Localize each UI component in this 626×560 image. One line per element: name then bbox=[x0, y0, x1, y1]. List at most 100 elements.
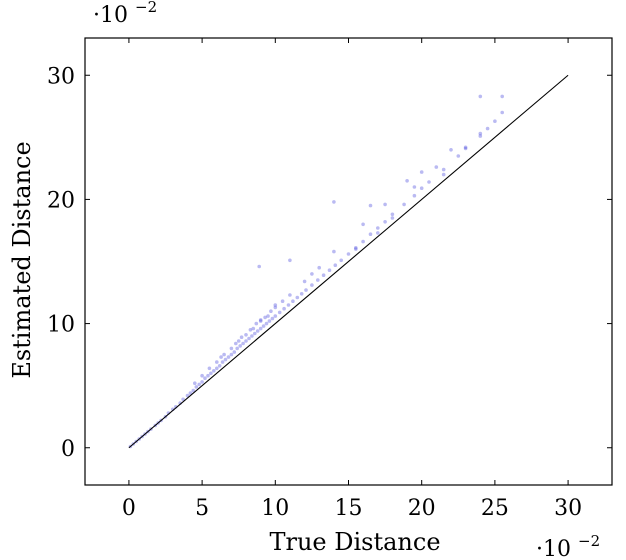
scatter-point bbox=[405, 179, 409, 183]
scatter-point bbox=[500, 94, 505, 99]
scatter-point bbox=[310, 272, 314, 276]
y-axis-scale-label: ·10 −2 bbox=[93, 0, 157, 28]
scatter-point bbox=[248, 328, 253, 332]
scatter-point bbox=[229, 346, 234, 351]
scatter-point bbox=[244, 333, 248, 337]
scatter-point bbox=[390, 212, 395, 217]
scatter-point bbox=[251, 326, 256, 331]
scatter-point bbox=[478, 94, 483, 99]
y-scale-exponent: −2 bbox=[135, 0, 157, 16]
scatter-point bbox=[235, 346, 239, 351]
scatter-point bbox=[219, 355, 223, 359]
scatter-point bbox=[485, 126, 490, 131]
y-axis-title: Estimated Distance bbox=[8, 141, 36, 378]
scatter-point bbox=[456, 154, 461, 158]
scatter-point bbox=[226, 355, 231, 359]
scatter-point bbox=[277, 310, 282, 315]
y-axis-ticks: 0 10 20 30 bbox=[47, 64, 612, 462]
scatter-point bbox=[321, 273, 326, 278]
reference-line bbox=[128, 74, 569, 449]
scatter-point bbox=[238, 344, 242, 348]
scatter-point bbox=[286, 303, 291, 307]
scatter-point bbox=[229, 352, 234, 357]
scatter-point bbox=[247, 336, 251, 341]
scatter-point bbox=[493, 119, 497, 123]
scatter-point bbox=[244, 339, 248, 343]
scatter-point bbox=[239, 335, 244, 340]
scatter-point bbox=[191, 388, 196, 393]
scatter-point bbox=[327, 268, 332, 273]
scatter-point bbox=[194, 385, 199, 389]
scatter-point bbox=[282, 306, 286, 311]
y-tick-label: 20 bbox=[47, 188, 75, 213]
scatter-point bbox=[302, 279, 307, 284]
scatter-point bbox=[419, 186, 424, 190]
scatter-point bbox=[317, 265, 322, 270]
scatter-point bbox=[441, 167, 446, 172]
scatter-point bbox=[253, 331, 257, 336]
x-scale-factor: ·10 bbox=[536, 537, 571, 560]
scatter-point bbox=[463, 146, 468, 151]
scatter-point bbox=[304, 288, 308, 292]
x-scale-exponent: −2 bbox=[578, 532, 600, 550]
scatter-point bbox=[295, 295, 300, 300]
scatter-point bbox=[258, 318, 263, 322]
y-tick-label: 10 bbox=[47, 313, 75, 338]
scatter-point bbox=[463, 145, 468, 150]
scatter-point bbox=[207, 366, 212, 371]
scatter-point bbox=[299, 292, 304, 296]
scatter-point bbox=[427, 180, 431, 184]
scatter-point bbox=[273, 303, 278, 307]
scatter-point bbox=[339, 258, 344, 263]
scatter-point bbox=[478, 134, 483, 138]
scatter-point bbox=[441, 172, 446, 177]
scatter-point bbox=[316, 278, 320, 282]
x-axis-title: True Distance bbox=[269, 528, 440, 556]
scatter-point bbox=[376, 231, 380, 235]
scatter-point bbox=[288, 258, 292, 263]
scatter-point bbox=[258, 326, 263, 331]
scatter-point bbox=[291, 299, 295, 304]
scatter-point bbox=[346, 252, 351, 256]
y-tick-label: 0 bbox=[61, 437, 75, 462]
x-tick-label: 10 bbox=[261, 496, 289, 521]
scatter-point bbox=[255, 329, 260, 333]
scatter-point bbox=[368, 203, 373, 208]
scatter-point bbox=[368, 232, 373, 236]
scatter-point bbox=[332, 200, 336, 204]
scatter-point bbox=[215, 366, 219, 371]
scatter-point bbox=[383, 202, 387, 207]
y-scale-factor: ·10 bbox=[93, 3, 128, 28]
scatter-point bbox=[254, 321, 259, 326]
scatter-point bbox=[500, 110, 505, 115]
scatter-point bbox=[264, 321, 269, 326]
scatter-point bbox=[332, 249, 336, 254]
scatter-point bbox=[185, 393, 190, 398]
scatter-point bbox=[376, 226, 380, 230]
scatter-point bbox=[390, 216, 395, 220]
scatter-point bbox=[361, 239, 365, 244]
scatter-point bbox=[241, 341, 245, 346]
scatter-point bbox=[222, 352, 226, 357]
scatter-point bbox=[193, 381, 197, 386]
scatter-point bbox=[449, 148, 453, 152]
x-tick-label: 0 bbox=[122, 496, 136, 521]
scatter-point bbox=[188, 391, 193, 395]
scatter-point bbox=[354, 246, 358, 250]
scatter-point bbox=[280, 299, 285, 304]
x-axis-scale-label: ·10 −2 bbox=[536, 532, 600, 560]
scatter-point bbox=[412, 185, 417, 189]
x-tick-label: 25 bbox=[481, 496, 509, 521]
scatter-point bbox=[209, 371, 213, 376]
x-axis-ticks: 0 5 10 15 20 25 30 bbox=[122, 38, 582, 521]
scatter-point bbox=[270, 316, 275, 321]
scatter-point bbox=[419, 170, 424, 174]
scatter-point bbox=[223, 357, 228, 362]
scatter-point bbox=[200, 380, 204, 384]
scatter-point bbox=[220, 360, 225, 364]
scatter-point bbox=[269, 309, 273, 314]
scatter-point bbox=[273, 314, 278, 318]
scatter-point bbox=[402, 202, 406, 207]
scatter-point bbox=[206, 373, 210, 378]
